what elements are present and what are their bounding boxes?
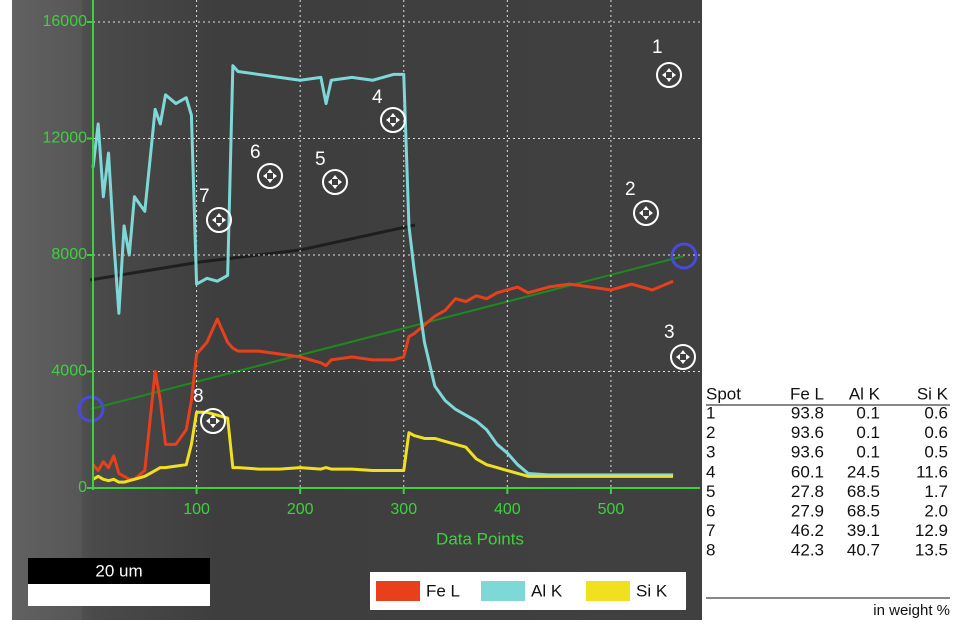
table-cell: 27.8 (791, 482, 824, 501)
legend-label: Si K (636, 581, 668, 600)
x-tick-label: 400 (494, 501, 521, 518)
scale-bar (28, 558, 210, 584)
table-cell: 42.3 (791, 541, 824, 560)
table-note: in weight % (873, 602, 950, 619)
spot-cross (328, 175, 342, 189)
spot-label: 1 (652, 37, 663, 58)
table-cell: 8 (706, 541, 715, 560)
data-line (91, 279, 674, 481)
y-tick-label: 4000 (51, 363, 87, 380)
legend-items: Fe L Al K Si K (376, 581, 668, 601)
table-cell: 0.6 (924, 423, 948, 442)
table-cell: 60.1 (791, 462, 824, 481)
spot-label: 6 (250, 142, 261, 163)
spot-cross (212, 213, 226, 227)
crack (89, 223, 416, 282)
spot-label: 3 (664, 322, 675, 343)
data-line (92, 410, 674, 484)
table-cell: 1.7 (924, 482, 948, 501)
spot-label: 7 (199, 186, 210, 207)
y-tick-label: 12000 (43, 130, 88, 147)
table-header: Si K (917, 384, 949, 403)
y-tick-label: 16000 (43, 13, 88, 30)
table-cell: 0.1 (856, 423, 880, 442)
table-cell: 1 (706, 403, 715, 422)
table-cell: 2.0 (924, 501, 948, 520)
scale-bar-label: 20 um (95, 561, 142, 580)
table-cell: 4 (706, 462, 715, 481)
scan-start (77, 395, 105, 423)
table-cell: 12.9 (915, 521, 948, 540)
scan-line (90, 255, 685, 410)
spot-cross (639, 206, 653, 220)
table-cell: 39.1 (847, 521, 880, 540)
table-cell: 93.6 (791, 423, 824, 442)
x-tick-label: 500 (598, 501, 625, 518)
spot-label: 5 (315, 149, 326, 170)
table: Spot Fe L Al K Si K1 93.8 0.1 0.62 93.6 0.1 0.63 9… (706, 384, 950, 619)
spot-marker (257, 163, 283, 189)
legend (370, 572, 686, 610)
table-cell: 6 (706, 501, 715, 520)
spot-label: 4 (372, 87, 383, 108)
table-header: Fe L (790, 384, 824, 403)
legend-label: Fe L (426, 581, 460, 600)
table-cell: 0.6 (924, 403, 948, 422)
data-line (91, 64, 674, 477)
table-header: Spot (706, 384, 741, 403)
table-cell: 0.1 (856, 443, 880, 462)
spot-cross (662, 68, 676, 82)
scan-end (670, 242, 698, 270)
table-cell: 40.7 (847, 541, 880, 560)
spot-marker (200, 408, 226, 434)
table-cell: 11.6 (916, 462, 948, 481)
spot-marker (633, 200, 659, 226)
table-cell: 7 (706, 521, 715, 540)
spot-marker (656, 62, 682, 88)
table-cell: 93.8 (791, 403, 824, 422)
table-cell: 13.5 (915, 541, 948, 560)
table-cell: 68.5 (847, 501, 880, 520)
spot-label: 8 (193, 386, 204, 407)
spot-cross (263, 169, 277, 183)
spot-marker (380, 107, 406, 133)
spot-marker (206, 207, 232, 233)
spot-marker (670, 344, 696, 370)
table-cell: 0.5 (924, 443, 948, 462)
spot-cross (676, 350, 690, 364)
x-tick-label: 300 (390, 501, 417, 518)
scale-bar-base (28, 584, 210, 606)
table-cell: 27.9 (791, 501, 824, 520)
micrograph (12, 0, 702, 620)
spot-cross (206, 414, 220, 428)
legend-swatch (586, 581, 630, 601)
table-cell: 5 (706, 482, 715, 501)
spot-label: 2 (625, 179, 636, 200)
table-cell: 2 (706, 423, 715, 442)
plot-lines (91, 64, 674, 484)
x-tick-label: 100 (183, 501, 210, 518)
x-axis-title: Data Points (436, 529, 524, 548)
table-header: Al K (849, 384, 881, 403)
spot-marker (322, 169, 348, 195)
legend-label: Al K (531, 581, 563, 600)
table-cell: 46.2 (791, 521, 824, 540)
y-tick-label: 8000 (51, 246, 87, 263)
table-cell: 3 (706, 443, 715, 462)
legend-swatch (481, 581, 525, 601)
table-cell: 93.6 (791, 443, 824, 462)
x-tick-label: 200 (287, 501, 314, 518)
sample-edge (12, 0, 82, 620)
table-cell: 24.5 (847, 462, 880, 481)
table-cell: 0.1 (856, 403, 880, 422)
spot-cross (386, 113, 400, 127)
y-tick-label: 0 (78, 479, 87, 496)
table-cell: 68.5 (847, 482, 880, 501)
legend-swatch (376, 581, 420, 601)
spots: 1 2 3 4 5 6 7 8 (193, 37, 696, 434)
